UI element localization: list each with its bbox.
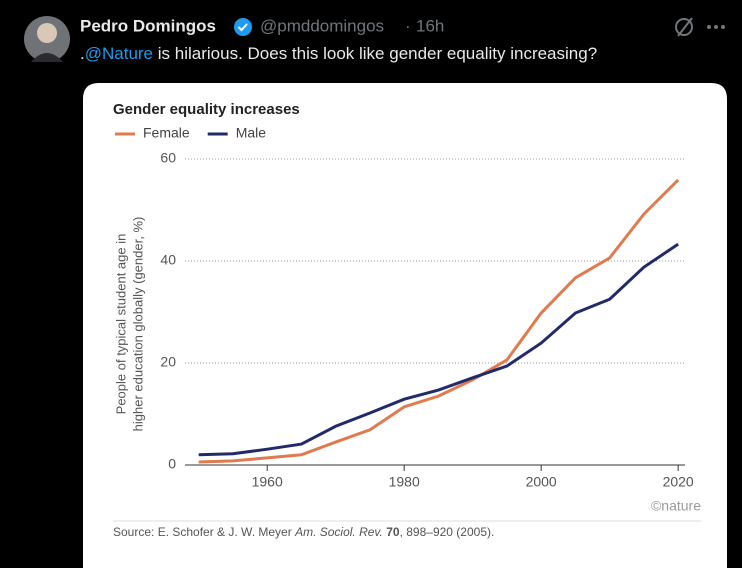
handle[interactable]: @pmddomingos xyxy=(260,16,384,35)
x-tick-label: 1980 xyxy=(389,474,420,490)
chart-title: Gender equality increases xyxy=(113,101,300,118)
text-part: is hilarious. Does this look like gender… xyxy=(153,44,597,63)
credit: ©nature xyxy=(651,498,701,514)
source-part: 70 xyxy=(386,525,400,539)
source-part: , 898–920 (2005). xyxy=(400,525,495,539)
image-card[interactable] xyxy=(83,83,727,568)
separator: · xyxy=(405,16,411,35)
grok-slash xyxy=(677,17,693,37)
x-tick-label: 2020 xyxy=(663,474,694,490)
text-part: . xyxy=(80,44,85,63)
more-menu[interactable] xyxy=(707,25,725,29)
y-axis-label: higher education globally (gender, %) xyxy=(130,217,145,432)
timestamp[interactable]: 16h xyxy=(416,16,444,35)
y-tick-label: 40 xyxy=(160,252,176,268)
avatar-body xyxy=(31,53,63,62)
tweet-text: .@Nature is hilarious. Does this look li… xyxy=(80,44,597,63)
user-name[interactable]: Pedro Domingos xyxy=(80,16,216,35)
x-tick-label: 2000 xyxy=(526,474,557,490)
grok-icon[interactable] xyxy=(675,18,693,36)
y-tick-label: 0 xyxy=(168,456,176,472)
legend-label: Male xyxy=(236,125,267,141)
source-part: Am. Sociol. Rev. xyxy=(294,525,383,539)
source: Source: E. Schofer & J. W. Meyer Am. Soc… xyxy=(113,525,494,539)
verified-check xyxy=(237,23,248,32)
y-axis-label: People of typical student age in xyxy=(113,234,128,415)
x-tick-label: 1960 xyxy=(252,474,283,490)
avatar-face xyxy=(37,23,57,43)
mention[interactable]: @Nature xyxy=(85,44,153,63)
series-line xyxy=(198,178,680,464)
legend-label: Female xyxy=(143,125,190,141)
series-line xyxy=(198,242,679,457)
y-tick-label: 60 xyxy=(160,150,176,166)
y-tick-label: 20 xyxy=(160,354,176,370)
source-part: Source: E. Schofer & J. W. Meyer xyxy=(113,525,295,539)
